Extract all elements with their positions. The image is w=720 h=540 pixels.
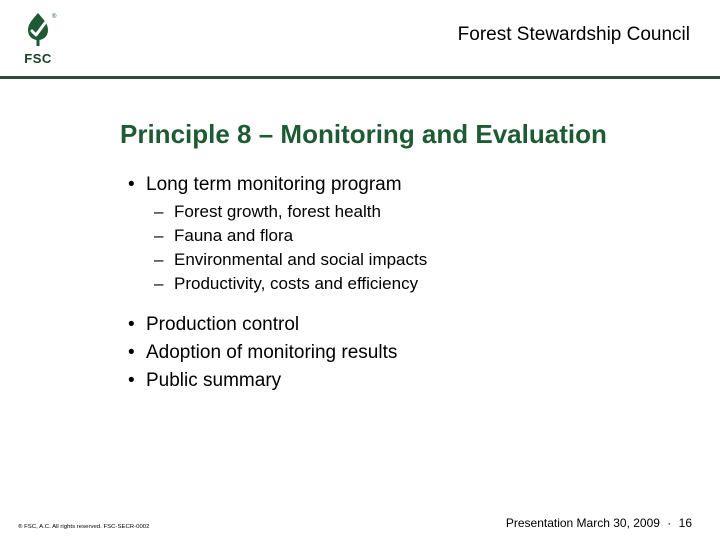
org-name: Forest Stewardship Council [458, 10, 690, 46]
list-item: Fauna and flora [174, 226, 690, 246]
footer: ® FSC, A.C. All rights reserved. FSC-SEC… [0, 516, 720, 530]
bullet-list: Long term monitoring program Forest grow… [120, 174, 690, 392]
list-item: Public summary [146, 370, 690, 392]
fsc-logo: ® FSC [18, 10, 58, 66]
separator-dot: · [663, 516, 675, 530]
tree-check-icon: ® [18, 10, 58, 50]
list-item: Production control [146, 314, 690, 336]
copyright-text: ® FSC, A.C. All rights reserved. FSC-SEC… [18, 524, 149, 529]
svg-text:®: ® [52, 13, 57, 20]
page-number: 16 [679, 516, 692, 530]
footer-meta: Presentation March 30, 2009 · 16 [506, 516, 692, 530]
slide-content: Principle 8 – Monitoring and Evaluation … [0, 79, 720, 392]
slide-title: Principle 8 – Monitoring and Evaluation [120, 119, 690, 150]
logo-label: FSC [24, 51, 52, 66]
list-item: Productivity, costs and efficiency [174, 274, 690, 294]
bullet-text: Long term monitoring program [146, 174, 402, 195]
list-item: Adoption of monitoring results [146, 342, 690, 364]
sub-bullet-list: Forest growth, forest health Fauna and f… [146, 196, 690, 308]
list-item: Long term monitoring program Forest grow… [146, 174, 690, 308]
list-item: Forest growth, forest health [174, 202, 690, 222]
header: ® FSC Forest Stewardship Council [0, 0, 720, 76]
presentation-date: Presentation March 30, 2009 [506, 516, 660, 530]
list-item: Environmental and social impacts [174, 250, 690, 270]
